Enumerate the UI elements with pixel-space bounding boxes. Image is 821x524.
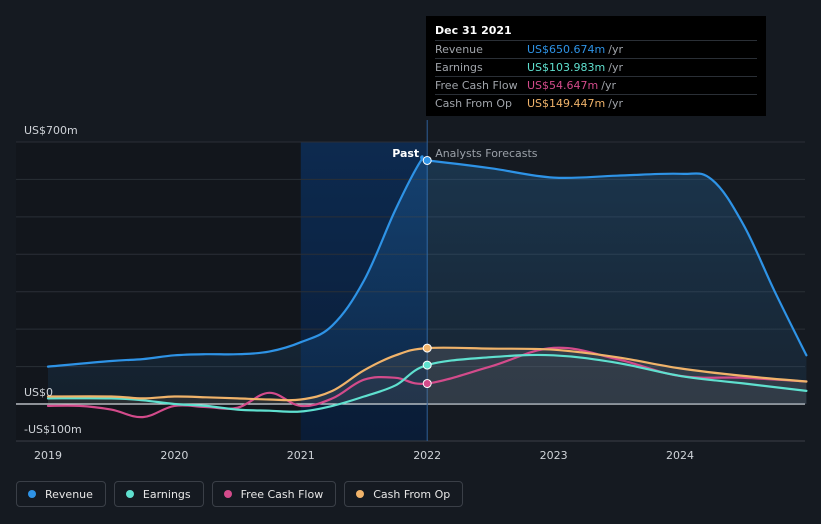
cfo-marker (422, 343, 432, 353)
legend-label: Free Cash Flow (240, 487, 324, 501)
y-label-bottom: -US$100m (24, 423, 82, 436)
y-label-zero: US$0 (24, 386, 53, 399)
x-tick-label: 2023 (540, 449, 568, 462)
x-tick-label: 2024 (666, 449, 694, 462)
y-label-top: US$700m (24, 124, 78, 137)
tooltip-unit: /yr (608, 97, 623, 110)
legend-dot-icon (223, 490, 232, 498)
legend-item-earnings[interactable]: Earnings (113, 481, 204, 507)
tooltip-label: Revenue (435, 43, 483, 56)
legend-item-cfo[interactable]: Cash From Op (344, 481, 464, 507)
tooltip-value: US$103.983m (527, 61, 606, 74)
tooltip-row-revenue: Revenue US$650.674m /yr (435, 40, 757, 58)
legend-dot-icon (356, 490, 365, 498)
earnings-marker (422, 360, 432, 370)
tooltip: Dec 31 2021 Revenue US$650.674m /yr Earn… (426, 16, 766, 116)
x-tick-label: 2019 (34, 449, 62, 462)
past-label: Past (392, 147, 419, 160)
earnings-line (46, 353, 808, 413)
tooltip-date: Dec 31 2021 (435, 24, 512, 37)
legend-dot-icon (125, 490, 134, 498)
tooltip-unit: /yr (608, 61, 623, 74)
revenue-marker (422, 155, 432, 165)
legend-label: Earnings (142, 487, 191, 501)
x-tick-label: 2022 (413, 449, 441, 462)
tooltip-value: US$54.647m (527, 79, 599, 92)
tooltip-unit: /yr (608, 43, 623, 56)
tooltip-value: US$149.447m (527, 97, 606, 110)
tooltip-row-cfo: Cash From Op US$149.447m /yr (435, 94, 757, 112)
tooltip-label: Earnings (435, 61, 483, 74)
fcf-line (46, 346, 808, 419)
cfo-forecast-area (427, 348, 807, 404)
legend-label: Revenue (45, 487, 93, 501)
cfo-line (46, 346, 808, 402)
legend-item-fcf[interactable]: Free Cash Flow (211, 481, 337, 507)
legend: Revenue Earnings Free Cash Flow Cash Fro… (16, 481, 464, 507)
tooltip-value: US$650.674m (527, 43, 606, 56)
legend-label: Cash From Op (373, 487, 451, 501)
revenue-area (48, 156, 807, 404)
tooltip-label: Cash From Op (435, 97, 513, 110)
x-tick-label: 2020 (160, 449, 188, 462)
tooltip-row-fcf: Free Cash Flow US$54.647m /yr (435, 76, 757, 94)
x-tick-label: 2021 (287, 449, 315, 462)
legend-dot-icon (28, 490, 36, 498)
fcf-marker (422, 379, 432, 389)
revenue-line (46, 155, 808, 368)
tooltip-row-earnings: Earnings US$103.983m /yr (435, 58, 757, 76)
forecast-label: Analysts Forecasts (435, 147, 538, 160)
legend-item-revenue[interactable]: Revenue (16, 481, 106, 507)
tooltip-unit: /yr (601, 79, 616, 92)
tooltip-label: Free Cash Flow (435, 79, 518, 92)
